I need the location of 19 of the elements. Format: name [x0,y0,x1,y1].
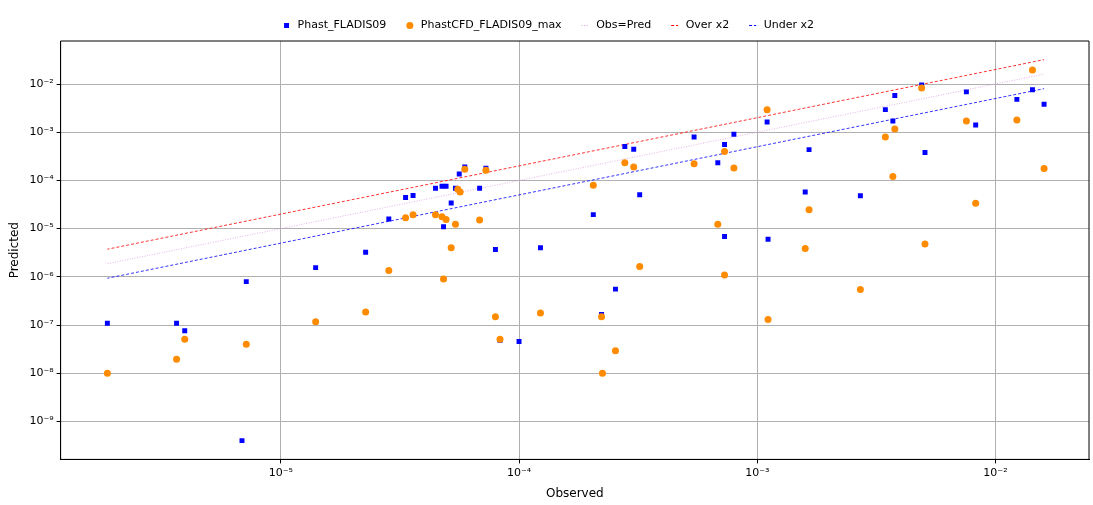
legend-label: Under x2 [763,18,814,32]
y-tick-label: 10⁻⁹ [29,414,54,428]
y-axis-title: Predicted [7,222,22,279]
y-tick-label: 10⁻⁴ [29,173,55,187]
x-axis-title: Observed [545,485,604,500]
x-tick-label: 10⁻² [983,465,1008,479]
x-tick-label: 10⁻⁵ [268,465,293,479]
legend-label: Obs=Pred [596,18,652,32]
x-tick-label: 10⁻⁴ [506,465,532,479]
x-tick-label: 10⁻³ [745,465,770,479]
y-tick-label: 10⁻⁶ [29,269,55,283]
legend-label: Over x2 [685,18,730,32]
y-tick-label: 10⁻⁵ [29,221,54,235]
legend-label: Phast_FLADIS09 [297,18,387,32]
y-tick-label: 10⁻⁷ [29,317,54,331]
y-tick-label: 10⁻⁸ [29,366,55,380]
y-tick-label: 10⁻³ [29,125,54,139]
y-tick-label: 10⁻² [29,76,54,90]
legend-label: PhastCFD_FLADIS09_max [420,18,563,32]
